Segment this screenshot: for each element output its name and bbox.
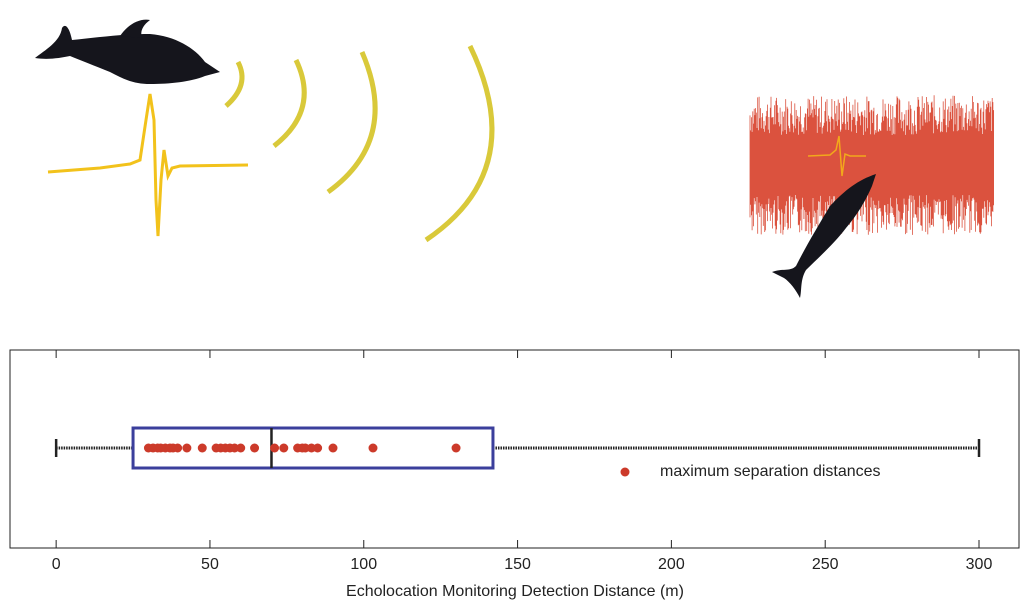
x-tick-label: 300: [966, 556, 993, 573]
noise-signal: [749, 95, 994, 235]
click-in-noise: [807, 135, 866, 177]
point: [230, 443, 240, 453]
point: [328, 443, 338, 453]
point: [182, 443, 192, 453]
legend-label: maximum separation distances: [660, 463, 881, 480]
legend-marker: [620, 467, 630, 477]
x-tick-label: 200: [658, 556, 685, 573]
point: [270, 443, 280, 453]
dolphin-fin: [120, 19, 150, 38]
x-axis-label: Echolocation Monitoring Detection Distan…: [346, 583, 684, 600]
x-tick-label: 150: [504, 556, 531, 573]
x-tick-label: 100: [350, 556, 377, 573]
sound-arc: [326, 51, 378, 195]
point: [250, 443, 260, 453]
point: [313, 443, 323, 453]
sound-arc: [424, 44, 495, 243]
point: [279, 443, 289, 453]
noise-trace: [749, 95, 994, 235]
point: [451, 443, 461, 453]
point: [306, 443, 316, 453]
x-tick-label: 50: [201, 556, 219, 573]
click-waveform: [47, 93, 249, 237]
dolphin: [772, 174, 876, 298]
sound-arc: [272, 58, 307, 148]
point: [173, 443, 183, 453]
dolphin: [35, 25, 220, 84]
x-tick-label: 0: [52, 556, 61, 573]
sound-arc: [224, 60, 245, 108]
point: [197, 443, 207, 453]
plot-frame: [9, 349, 1020, 549]
point: [236, 443, 246, 453]
point: [368, 443, 378, 453]
x-tick-label: 250: [812, 556, 839, 573]
point: [300, 443, 310, 453]
